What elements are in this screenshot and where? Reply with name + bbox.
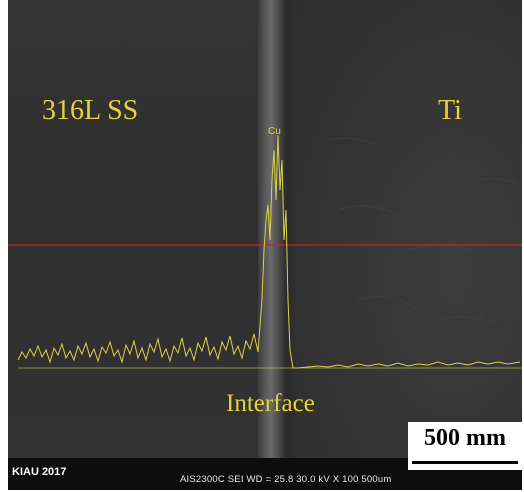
stainless-steel-region: [8, 0, 258, 458]
titanium-region: [296, 0, 522, 458]
microscope-parameters: AIS2300C SEI WD = 25.8 30.0 kV X 100 500…: [180, 474, 392, 485]
element-marker: Cu: [268, 126, 281, 137]
scale-bar-label: 500 mm: [424, 425, 506, 451]
eds-overlay: Cu: [8, 126, 522, 369]
watermark-text: KIAU 2017: [12, 466, 67, 478]
interface-zone: [258, 0, 296, 458]
interface-label: Interface: [226, 390, 315, 417]
scale-bar-box: 500 mm: [408, 422, 522, 470]
scale-bar: [412, 461, 518, 464]
cu-eds-trace: [17, 134, 521, 369]
surface-scratches: [327, 137, 519, 331]
right-material-label: Ti: [438, 95, 462, 126]
sem-micrograph: Cu 316L SS Ti Interface KIAU 2017 AIS230…: [8, 0, 522, 490]
left-material-label: 316L SS: [42, 95, 139, 126]
